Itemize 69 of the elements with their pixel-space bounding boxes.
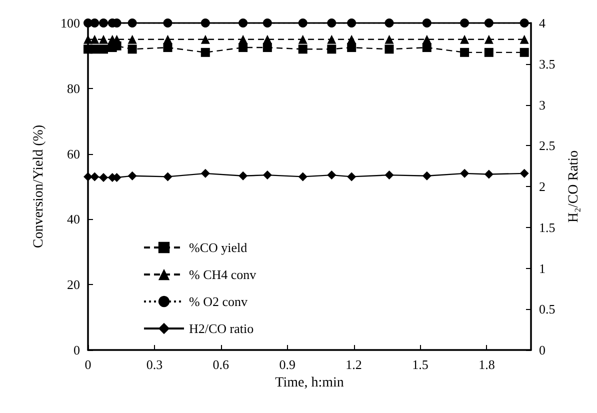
y2-tick-label: 4 <box>539 16 546 30</box>
x-tick-label: 1.8 <box>478 357 495 372</box>
point <box>484 48 494 57</box>
point <box>200 48 210 57</box>
x-axis-title: Time, h:min <box>275 375 344 390</box>
point <box>384 44 394 54</box>
y-tick-label: 60 <box>67 146 80 162</box>
y-tick-label: 40 <box>67 212 80 227</box>
point <box>460 18 470 28</box>
point <box>262 34 272 44</box>
point <box>327 18 336 28</box>
point <box>327 34 336 44</box>
point <box>298 34 308 44</box>
point <box>163 34 172 44</box>
point <box>128 34 137 44</box>
point <box>99 18 108 28</box>
x-tick-label: 0.6 <box>212 357 230 372</box>
point <box>520 34 529 44</box>
point <box>298 44 308 54</box>
y-tick-label: 100 <box>60 16 80 30</box>
y2-tick-label: 1.5 <box>539 220 556 235</box>
point <box>384 34 394 44</box>
y2-tick-label: 1 <box>539 260 546 276</box>
point <box>238 34 248 44</box>
point <box>347 34 356 44</box>
y2-tick-label: 0 <box>539 342 546 358</box>
y2-axis-title: H₂/CO Ratio <box>566 150 582 223</box>
point <box>99 44 108 54</box>
point <box>384 18 394 28</box>
point <box>90 18 100 28</box>
point <box>262 18 272 28</box>
y2-tick-label: 3 <box>539 97 546 112</box>
x-tick-label: 1.5 <box>412 357 428 372</box>
y2-tick-label: 0.5 <box>539 302 556 317</box>
point <box>460 34 470 44</box>
y-axis-title: Conversion/Yield (%) <box>32 124 46 248</box>
point <box>520 48 529 57</box>
point <box>347 18 356 28</box>
y2-tick-label: 2.5 <box>539 138 556 154</box>
point <box>238 18 248 28</box>
legend-label: H2/CO ratio <box>189 321 254 336</box>
point <box>422 34 432 44</box>
legend-label: % O2 conv <box>189 294 248 309</box>
point <box>200 34 210 44</box>
legend-label: % CH4 conv <box>189 267 257 282</box>
point <box>128 18 137 28</box>
point <box>422 18 432 28</box>
y2-tick-label: 2 <box>539 179 546 194</box>
point <box>484 18 494 28</box>
point <box>460 48 470 57</box>
point <box>327 44 336 54</box>
y-tick-label: 20 <box>67 277 80 292</box>
point <box>163 18 172 28</box>
point <box>520 18 529 28</box>
x-tick-label: 0.9 <box>279 357 296 372</box>
point <box>200 18 210 28</box>
x-tick-label: 0.3 <box>146 357 163 372</box>
point <box>298 18 308 28</box>
y-tick-label: 80 <box>67 80 80 96</box>
y-tick-label: 0 <box>74 342 80 358</box>
x-tick-label: 0 <box>84 357 92 372</box>
point <box>99 34 108 44</box>
point <box>90 44 100 54</box>
y2-tick-label: 3.5 <box>539 56 556 72</box>
x-tick-label: 1.2 <box>346 357 362 372</box>
point <box>484 34 494 44</box>
point <box>90 34 100 44</box>
point <box>128 44 137 54</box>
legend-label: %CO yield <box>189 240 248 255</box>
